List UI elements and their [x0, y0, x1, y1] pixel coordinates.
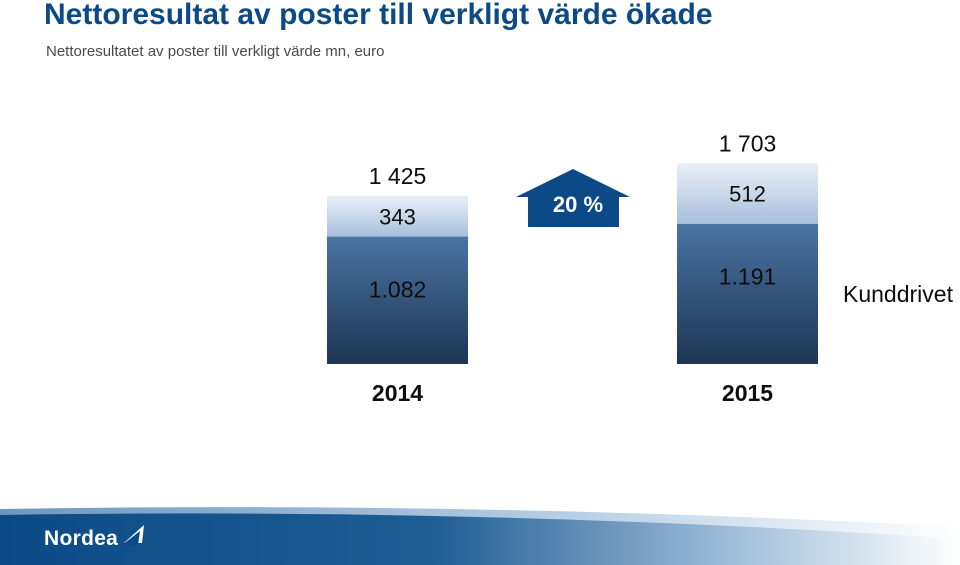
bar-segment-2014-0 [327, 236, 468, 364]
change-label: 20 % [553, 192, 603, 217]
category-label-2015: 2015 [722, 380, 773, 406]
bar-segment-2014-1 [327, 196, 468, 237]
total-label-2015: 1 703 [719, 130, 777, 156]
bar-segment-2015-0 [677, 223, 818, 364]
increase-arrow-group: 20 % [516, 169, 630, 227]
data-label-top-2015: 512 [729, 182, 766, 207]
total-label-2014: 1 425 [369, 163, 427, 189]
data-label-bottom-2014: 1.082 [369, 277, 427, 303]
series-label-kunddrivet: Kunddrivet [843, 281, 954, 307]
data-label-bottom-2015: 1.191 [719, 264, 777, 290]
page-title: Nettoresultat av poster till verkligt vä… [44, 0, 713, 31]
increase-arrow-icon [516, 169, 630, 227]
logo-text: Nordea [44, 527, 119, 550]
logo-sail-icon [122, 525, 144, 545]
footer-band [0, 507, 960, 565]
chart-subtitle: Nettoresultatet av poster till verkligt … [46, 43, 385, 60]
category-label-2014: 2014 [372, 380, 423, 406]
data-label-top-2014: 343 [379, 204, 416, 229]
bar-segment-2015-1 [677, 163, 818, 224]
